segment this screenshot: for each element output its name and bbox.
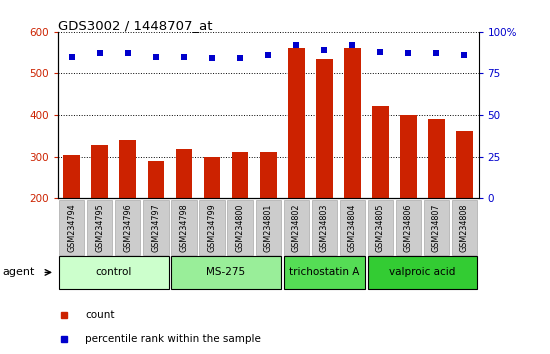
Text: trichostatin A: trichostatin A (289, 267, 359, 278)
Point (320, 47, 329, 53)
Point (152, 54, 161, 59)
Bar (368, 256, 477, 289)
Text: GSM234797: GSM234797 (151, 203, 161, 252)
Text: percentile rank within the sample: percentile rank within the sample (85, 334, 261, 344)
Text: MS-275: MS-275 (206, 267, 246, 278)
Bar (59, 256, 168, 289)
Bar (204, 156, 221, 281)
Bar (456, 131, 473, 281)
Bar (87, 200, 112, 255)
Bar (147, 161, 164, 281)
Bar (172, 256, 280, 289)
Bar (400, 115, 417, 281)
Point (432, 51, 441, 56)
Text: GSM234799: GSM234799 (207, 203, 217, 252)
Point (67, 54, 76, 59)
Bar (200, 200, 224, 255)
Bar (228, 200, 252, 255)
Text: GSM234803: GSM234803 (320, 203, 329, 252)
Bar (424, 200, 449, 255)
Bar (260, 153, 277, 281)
Text: GSM234802: GSM234802 (292, 203, 301, 252)
Text: GSM234808: GSM234808 (460, 203, 469, 252)
Bar (284, 200, 309, 255)
Bar (119, 140, 136, 281)
Bar (312, 200, 337, 255)
Bar (344, 48, 361, 281)
Text: GDS3002 / 1448707_at: GDS3002 / 1448707_at (58, 19, 212, 33)
Bar (372, 106, 389, 281)
Bar (175, 149, 192, 281)
Point (96, 51, 104, 56)
Text: GSM234795: GSM234795 (95, 203, 104, 252)
Bar (396, 200, 421, 255)
Bar (116, 200, 140, 255)
Bar (59, 200, 84, 255)
Bar (428, 119, 445, 281)
Point (292, 42, 300, 48)
Text: GSM234800: GSM234800 (235, 203, 245, 252)
Point (236, 56, 245, 61)
Point (348, 42, 356, 48)
Point (264, 52, 273, 58)
Bar (232, 153, 249, 281)
Bar (63, 155, 80, 281)
Text: GSM234794: GSM234794 (67, 203, 76, 252)
Bar (340, 200, 365, 255)
Point (376, 49, 385, 55)
Text: GSM234798: GSM234798 (179, 203, 189, 252)
Bar (91, 145, 108, 281)
Text: GSM234805: GSM234805 (376, 203, 385, 252)
Bar (172, 200, 196, 255)
Text: GSM234801: GSM234801 (263, 203, 273, 252)
Point (123, 51, 133, 56)
Bar (316, 59, 333, 281)
Text: GSM234804: GSM234804 (348, 203, 357, 252)
Text: agent: agent (3, 267, 35, 278)
Bar (256, 200, 280, 255)
Bar (368, 200, 393, 255)
Point (404, 51, 412, 56)
Point (208, 56, 217, 61)
Bar (284, 256, 365, 289)
Text: GSM234807: GSM234807 (432, 203, 441, 252)
Text: GSM234796: GSM234796 (123, 203, 133, 252)
Bar (144, 200, 168, 255)
Bar (288, 48, 305, 281)
Text: valproic acid: valproic acid (389, 267, 455, 278)
Text: count: count (85, 310, 114, 320)
Point (460, 52, 469, 58)
Text: control: control (96, 267, 132, 278)
Text: GSM234806: GSM234806 (404, 203, 413, 252)
Point (179, 54, 188, 59)
Bar (452, 200, 477, 255)
